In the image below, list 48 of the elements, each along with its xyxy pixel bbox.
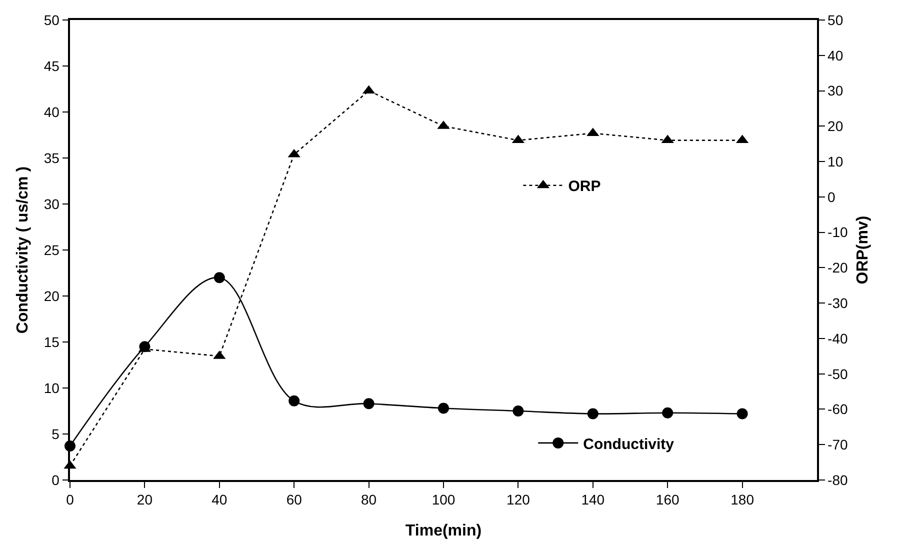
y2-tick-label: -40 [828, 330, 848, 346]
x-tick-label: 60 [286, 492, 302, 508]
y-tick-label: 10 [44, 380, 60, 396]
point [736, 408, 748, 420]
x-tick-label: 120 [506, 492, 530, 508]
y-tick-label: 5 [52, 426, 60, 442]
x-tick-label: 0 [66, 492, 74, 508]
y-axis-title: Conductivity ( us/cm ) [14, 166, 32, 334]
point [662, 407, 674, 418]
y-tick-label: 35 [44, 150, 60, 166]
y2-tick-label: 20 [828, 118, 844, 134]
y2-axis-title: ORP(mv) [854, 216, 872, 284]
x-tick-label: 160 [656, 492, 680, 508]
x-tick-label: 100 [432, 492, 456, 508]
x-tick-label: 20 [136, 492, 153, 508]
y2-tick-label: -70 [828, 436, 848, 453]
y-tick-label: 0 [52, 472, 60, 488]
y2-tick-label: 50 [828, 12, 844, 28]
legend-label: ORP [568, 178, 601, 196]
y2-tick-label: -50 [828, 366, 848, 382]
y2-tick-label: 0 [828, 188, 836, 205]
point [363, 398, 374, 410]
y2-tick-label: 30 [828, 82, 844, 99]
x-tick-label: 80 [361, 492, 377, 508]
y2-tick-label: 40 [828, 47, 844, 64]
x-tick-label: 40 [212, 492, 228, 508]
x-tick-label: 180 [730, 492, 754, 508]
y-tick-label: 15 [44, 334, 60, 350]
y2-tick-label: -30 [828, 294, 848, 311]
point [512, 406, 524, 416]
y2-tick-label: -20 [828, 260, 848, 276]
point [288, 395, 300, 406]
y2-tick-label: -60 [828, 401, 848, 418]
y-tick-label: 50 [44, 12, 60, 28]
x-tick-label: 140 [581, 492, 605, 508]
legend-label: Conductivity [583, 436, 675, 453]
y-tick-label: 30 [44, 196, 60, 212]
y2-tick-label: -80 [828, 472, 848, 488]
point [214, 272, 225, 284]
y2-tick-label: -10 [828, 224, 848, 240]
y-tick-label: 45 [44, 58, 60, 74]
y2-tick-label: 10 [828, 153, 844, 170]
x-axis-title: Time(min) [405, 522, 482, 540]
y-tick-label: 20 [44, 288, 60, 304]
y-tick-label: 40 [44, 104, 60, 120]
y-tick-label: 25 [44, 242, 60, 258]
point [587, 408, 598, 420]
point [438, 402, 449, 414]
